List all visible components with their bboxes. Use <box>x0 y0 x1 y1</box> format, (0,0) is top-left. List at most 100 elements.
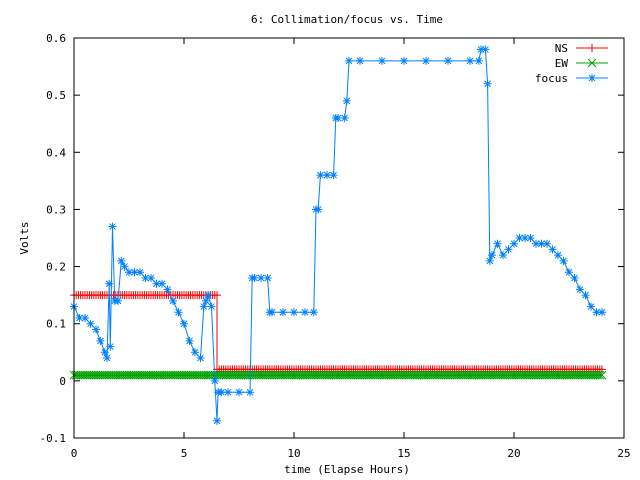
data-point <box>82 370 92 380</box>
data-point <box>598 308 606 317</box>
data-point <box>164 370 173 380</box>
data-point <box>285 370 294 380</box>
data-point <box>98 370 107 380</box>
data-point <box>120 262 129 271</box>
data-point <box>564 370 574 380</box>
data-point <box>342 96 351 105</box>
legend-marker-NS <box>588 44 596 52</box>
legend-label-focus: focus <box>535 72 568 85</box>
data-point <box>291 370 301 380</box>
data-point <box>445 370 455 380</box>
data-point <box>279 308 287 317</box>
data-point <box>100 348 109 357</box>
data-point <box>87 370 96 380</box>
data-point <box>499 251 507 260</box>
data-point <box>144 370 154 380</box>
data-point <box>298 370 308 380</box>
axes: 0 5 10 15 20 25 -0.1 0 0.1 0.2 0.3 0.4 0.5 0.6 <box>40 32 631 460</box>
data-point <box>267 370 277 380</box>
data-point <box>309 370 319 380</box>
data-point <box>214 370 224 380</box>
data-point <box>329 171 338 180</box>
data-point <box>236 370 246 380</box>
data-point <box>488 251 496 260</box>
data-point <box>173 370 182 380</box>
data-point <box>158 279 166 288</box>
data-point <box>166 370 176 380</box>
data-point <box>152 279 161 288</box>
data-point <box>129 370 138 380</box>
data-point <box>443 370 453 380</box>
data-point <box>584 370 594 380</box>
data-point <box>235 388 243 397</box>
data-point <box>239 370 248 380</box>
data-point <box>125 268 133 277</box>
data-point <box>335 370 345 380</box>
data-point <box>234 370 244 380</box>
data-point <box>96 370 105 380</box>
y-tick-label: 0.6 <box>46 32 66 45</box>
data-point <box>338 370 347 380</box>
data-point <box>91 370 101 380</box>
data-point <box>592 308 601 317</box>
data-point <box>542 370 552 380</box>
data-point <box>379 370 389 380</box>
data-point <box>537 239 546 248</box>
data-point <box>401 370 411 380</box>
data-point <box>533 370 543 380</box>
data-point <box>276 370 286 380</box>
data-point <box>151 370 160 380</box>
data-point <box>575 370 585 380</box>
x-tick-label: 10 <box>287 447 300 460</box>
data-point <box>581 291 590 300</box>
data-point <box>437 370 446 380</box>
data-point <box>340 370 349 380</box>
data-point <box>162 370 171 380</box>
data-point <box>422 56 430 65</box>
data-point <box>410 370 420 380</box>
data-point <box>595 370 605 380</box>
data-point <box>228 370 237 380</box>
data-point <box>421 370 431 380</box>
data-point <box>217 388 226 397</box>
data-point <box>485 370 495 380</box>
data-point <box>289 370 299 380</box>
data-point <box>78 370 88 380</box>
data-point <box>219 370 228 380</box>
data-point <box>274 370 283 380</box>
data-point <box>514 370 523 380</box>
data-point <box>483 79 492 88</box>
y-tick-label: 0.4 <box>46 146 66 159</box>
x-tick-label: 5 <box>181 447 188 460</box>
data-point <box>544 370 554 380</box>
y-tick-label: -0.1 <box>40 432 67 445</box>
data-point <box>223 370 233 380</box>
data-point <box>141 274 150 282</box>
data-point <box>199 370 209 380</box>
data-point <box>136 268 144 277</box>
data-point <box>518 370 528 380</box>
data-point <box>122 370 132 380</box>
data-point <box>202 296 210 305</box>
data-point <box>316 171 325 180</box>
data-point <box>415 370 424 380</box>
data-point <box>174 308 183 317</box>
data-point <box>146 370 156 380</box>
data-point <box>377 370 387 380</box>
data-point <box>311 370 321 380</box>
y-tick-label: 0 <box>59 375 66 388</box>
data-point <box>135 370 145 380</box>
data-point <box>113 370 123 380</box>
data-point <box>571 370 580 380</box>
data-point <box>169 296 177 305</box>
data-point <box>553 370 563 380</box>
data-point <box>357 370 367 380</box>
data-point <box>474 370 484 380</box>
data-point <box>147 274 155 282</box>
data-point <box>133 370 143 380</box>
data-point <box>515 234 524 242</box>
data-point <box>124 370 134 380</box>
data-point <box>426 370 435 380</box>
data-point <box>551 370 561 380</box>
data-point <box>587 302 595 311</box>
